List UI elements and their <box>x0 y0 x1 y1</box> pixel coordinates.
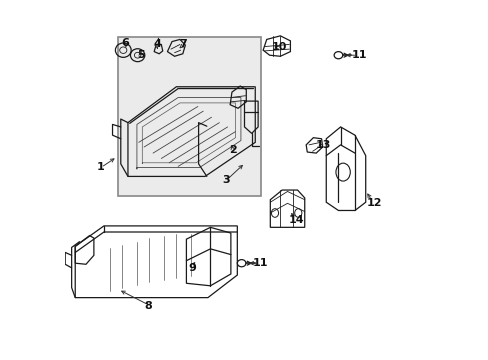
Text: 4: 4 <box>153 39 162 49</box>
Text: 14: 14 <box>288 215 304 225</box>
Text: 12: 12 <box>366 198 381 208</box>
Text: 11: 11 <box>252 258 268 268</box>
Text: 1: 1 <box>96 162 104 172</box>
Text: 11: 11 <box>351 50 366 60</box>
Text: 5: 5 <box>137 50 144 60</box>
Text: 13: 13 <box>315 140 330 150</box>
Text: 10: 10 <box>271 42 287 51</box>
Text: 7: 7 <box>179 40 187 49</box>
FancyBboxPatch shape <box>118 37 260 196</box>
Text: 8: 8 <box>144 301 152 311</box>
Text: 3: 3 <box>222 175 229 185</box>
Text: 6: 6 <box>121 38 129 48</box>
Text: 2: 2 <box>229 144 236 154</box>
Text: 9: 9 <box>188 263 196 273</box>
